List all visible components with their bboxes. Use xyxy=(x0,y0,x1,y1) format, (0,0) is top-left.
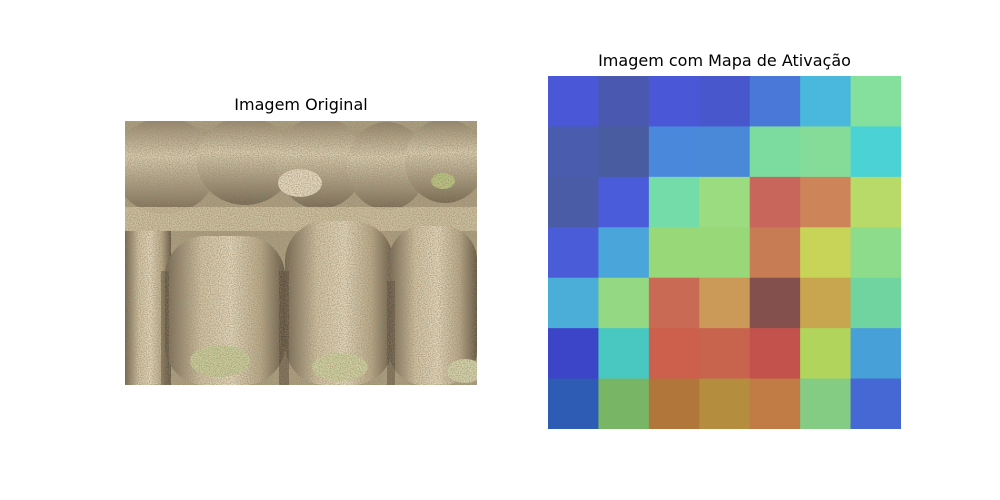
heatmap-cell xyxy=(800,126,852,178)
heatmap-cell xyxy=(850,126,901,178)
heatmap-cell xyxy=(648,378,700,429)
heatmap-cell xyxy=(749,126,801,178)
original-image-title: Imagem Original xyxy=(234,95,368,114)
heatmap-cell xyxy=(699,176,751,228)
heatmap-cell xyxy=(749,76,801,127)
heatmap-cell xyxy=(800,176,852,228)
heatmap-cell xyxy=(850,76,901,127)
heatmap-cell xyxy=(548,277,599,329)
heatmap-cell xyxy=(548,126,599,178)
heatmap-cell xyxy=(800,227,852,279)
heatmap-cell xyxy=(699,328,751,380)
heatmap-cell xyxy=(598,126,650,178)
heatmap-cell xyxy=(598,76,650,127)
heatmap-cell xyxy=(548,328,599,380)
heatmap-cell xyxy=(699,378,751,429)
heatmap-cell xyxy=(850,277,901,329)
heatmap-cell xyxy=(699,227,751,279)
activation-map-title: Imagem com Mapa de Ativação xyxy=(598,51,851,70)
heatmap-cell xyxy=(850,176,901,228)
heatmap-cell xyxy=(749,378,801,429)
heatmap-cell xyxy=(800,328,852,380)
heatmap-cell xyxy=(548,76,599,127)
heatmap-cell xyxy=(850,328,901,380)
heatmap-cell xyxy=(548,176,599,228)
heatmap-cell xyxy=(699,126,751,178)
heatmap-cell xyxy=(598,328,650,380)
heatmap-cell xyxy=(749,176,801,228)
heatmap-cell xyxy=(648,126,700,178)
heatmap-cell xyxy=(598,176,650,228)
heatmap-cell xyxy=(598,277,650,329)
original-image xyxy=(125,121,477,385)
heatmap-cell xyxy=(800,378,852,429)
heatmap-cell xyxy=(648,277,700,329)
heatmap-cell xyxy=(850,378,901,429)
heatmap-cell xyxy=(548,227,599,279)
pastry-photo-shapes xyxy=(125,121,477,385)
activation-heatmap xyxy=(548,76,901,429)
heatmap-cell xyxy=(749,277,801,329)
heatmap-cell xyxy=(648,227,700,279)
heatmap-cell xyxy=(598,378,650,429)
heatmap-cell xyxy=(850,227,901,279)
heatmap-cell xyxy=(749,227,801,279)
heatmap-cell xyxy=(548,378,599,429)
heatmap-cell xyxy=(648,328,700,380)
heatmap-cell xyxy=(648,176,700,228)
heatmap-cell xyxy=(800,277,852,329)
heatmap-cell xyxy=(800,76,852,127)
heatmap-cell xyxy=(699,277,751,329)
heatmap-cell xyxy=(749,328,801,380)
heatmap-cell xyxy=(648,76,700,127)
heatmap-cell xyxy=(598,227,650,279)
heatmap-cell xyxy=(699,76,751,127)
